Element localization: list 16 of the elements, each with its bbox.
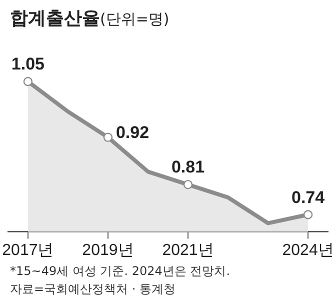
chart-title: 합계출산율	[10, 8, 100, 29]
data-label: 0.92	[116, 122, 150, 142]
point	[183, 180, 193, 190]
x-tick-label: 2024년	[282, 242, 334, 259]
x-tick-label: 2019년	[82, 242, 134, 259]
point	[23, 76, 33, 86]
annotation: 자료=국회예산정책처 · 통계청	[10, 281, 176, 298]
x-tick-label: 2021년	[162, 242, 214, 259]
annotation: *15~49세 여성 기준. 2024년은 전망치.	[10, 263, 230, 280]
data-label: 0.81	[171, 158, 205, 177]
point	[103, 132, 113, 142]
chart-subtitle: (단위=명)	[100, 10, 170, 28]
x-tick-label: 2017년	[2, 242, 54, 259]
data-label: 0.74	[292, 188, 326, 207]
point	[303, 210, 313, 220]
data-label: 1.05	[11, 54, 44, 74]
